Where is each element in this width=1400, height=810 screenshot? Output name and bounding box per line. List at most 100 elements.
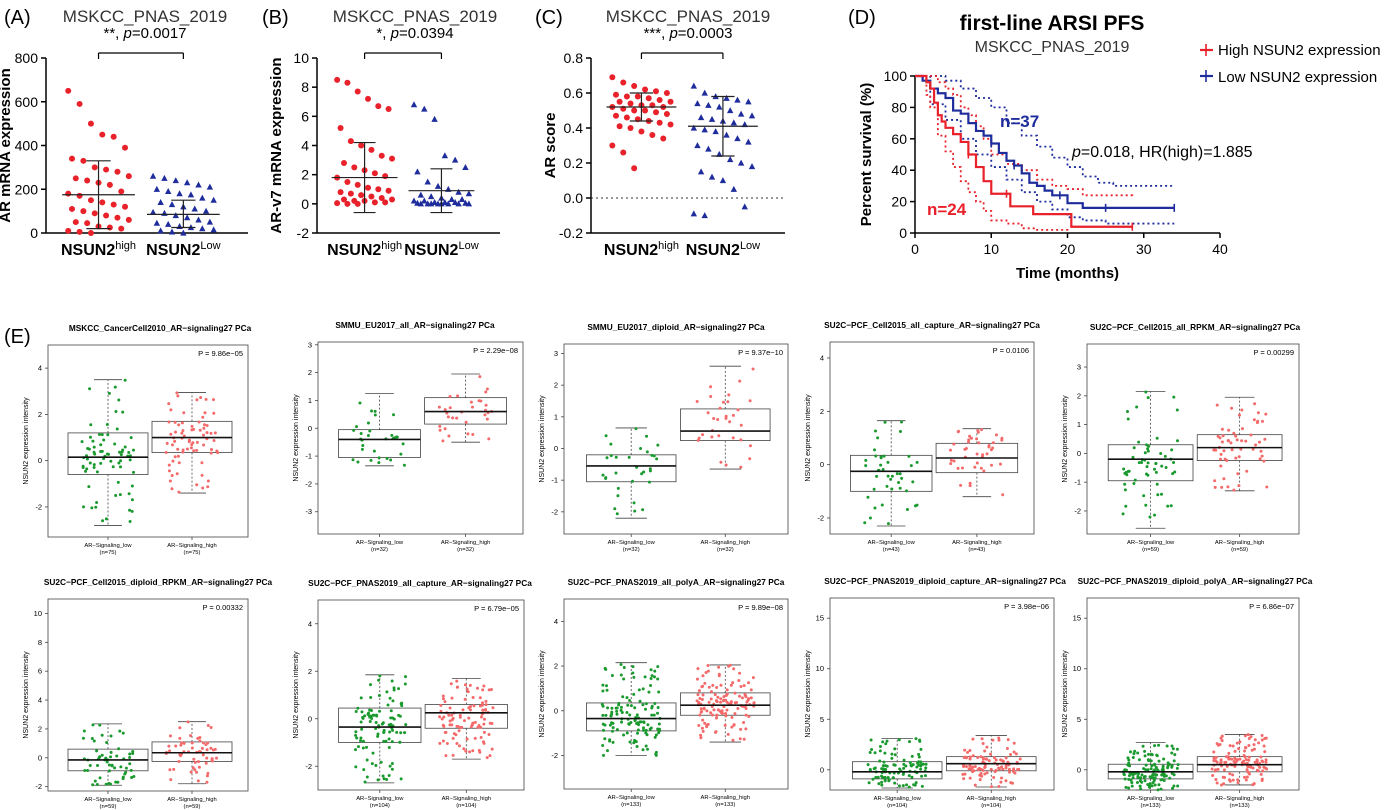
data-point: [161, 174, 168, 181]
box-data-point: [1211, 774, 1215, 778]
box-data-point: [886, 474, 890, 478]
box-data-point: [176, 394, 180, 398]
box-data-point: [87, 485, 91, 489]
iqr-box: [680, 408, 771, 441]
data-point: [110, 201, 117, 208]
data-point: [84, 220, 91, 227]
box-data-point: [636, 721, 640, 725]
box-data-point: [468, 683, 472, 687]
box-data-point: [386, 703, 390, 707]
data-point: [748, 163, 756, 170]
box-data-point: [481, 708, 485, 712]
box-data-point: [615, 709, 619, 713]
box-data-point: [1011, 781, 1015, 785]
box-data-point: [744, 713, 748, 717]
box-data-point: [177, 461, 181, 465]
box-data-point: [195, 440, 199, 444]
box-data-point: [1240, 427, 1244, 431]
box-data-point: [717, 434, 721, 438]
box-data-point: [657, 722, 661, 726]
box-data-point: [890, 756, 894, 760]
box-data-point: [176, 447, 180, 451]
box-data-point: [1143, 754, 1147, 758]
x-tick-label: 30: [1136, 241, 1152, 257]
box-data-point: [880, 783, 884, 787]
box-data-point: [390, 761, 394, 765]
box-data-point: [488, 754, 492, 758]
box-data-point: [968, 764, 972, 768]
box-data-point: [1000, 759, 1004, 763]
box-data-point: [1013, 771, 1017, 775]
box-data-point: [1152, 779, 1156, 783]
box-data-point: [1243, 745, 1247, 749]
box-data-point: [901, 772, 905, 776]
box-data-point: [201, 486, 205, 490]
box-data-point: [128, 508, 132, 512]
box-data-point: [200, 473, 204, 477]
box-data-point: [372, 713, 376, 717]
x-tick-count: (n=75): [184, 550, 201, 556]
y-tick-label: 1: [1077, 420, 1081, 429]
box-data-point: [1247, 758, 1251, 762]
group-sup: Low: [200, 240, 220, 252]
data-point: [76, 228, 83, 235]
x-tick-label: NSUN2high: [604, 240, 679, 259]
dot-plot-panel-1: (A) MSKCC_PNAS_2019**, p=0.00170200400600…: [0, 7, 248, 259]
box-data-point: [866, 495, 870, 499]
box-data-point: [1147, 444, 1151, 448]
box-data-point: [201, 433, 205, 437]
box-data-point: [1172, 759, 1176, 763]
x-tick-count: (n=32): [371, 547, 388, 553]
box-data-point: [881, 740, 885, 744]
box-data-point: [963, 772, 967, 776]
x-tick-count: (n=43): [968, 547, 985, 553]
y-axis-label: NSUN2 expression intensity: [805, 650, 812, 738]
data-point: [645, 95, 652, 102]
iqr-box: [151, 741, 233, 762]
box-data-point: [719, 460, 723, 464]
box-data-point: [399, 777, 403, 781]
box-data-point: [88, 763, 92, 767]
box-data-point: [1170, 448, 1174, 452]
iqr-box: [586, 702, 677, 732]
box-data-point: [127, 492, 131, 496]
box-data-point: [471, 696, 475, 700]
box-data-point: [490, 747, 494, 751]
data-point: [99, 199, 106, 206]
box-data-point: [395, 730, 399, 734]
box-data-point: [696, 667, 700, 671]
box-data-point: [889, 477, 893, 481]
data-point: [72, 175, 79, 182]
box-data-point: [471, 749, 475, 753]
box-data-point: [956, 466, 960, 470]
data-point: [334, 76, 341, 83]
box-data-point: [897, 480, 901, 484]
data-point: [424, 178, 431, 185]
data-point: [183, 214, 191, 221]
data-point: [741, 121, 748, 128]
box-data-point: [354, 733, 358, 737]
box-data-point: [710, 435, 714, 439]
n-low-label: n=37: [1000, 112, 1039, 131]
data-point: [149, 208, 157, 215]
box-data-point: [1244, 439, 1248, 443]
y-tick-label: 0: [38, 456, 42, 465]
box-data-point: [742, 737, 746, 741]
box-data-point: [119, 453, 123, 457]
box-data-point: [1124, 785, 1128, 789]
box-data-point: [392, 413, 396, 417]
data-point: [410, 197, 418, 204]
box-data-point: [466, 690, 470, 694]
box-data-point: [356, 460, 360, 464]
box-data-point: [648, 467, 652, 471]
box-data-point: [457, 744, 461, 748]
data-point: [199, 194, 206, 201]
box-data-point: [645, 733, 649, 737]
box-data-point: [973, 465, 977, 469]
x-tick-count: (n=133): [1230, 803, 1250, 809]
box-data-point: [202, 423, 206, 427]
box-data-point: [712, 708, 716, 712]
y-axis-label: Percent survival (%): [858, 83, 875, 226]
box-data-point: [441, 697, 445, 701]
box-data-point: [641, 748, 645, 752]
